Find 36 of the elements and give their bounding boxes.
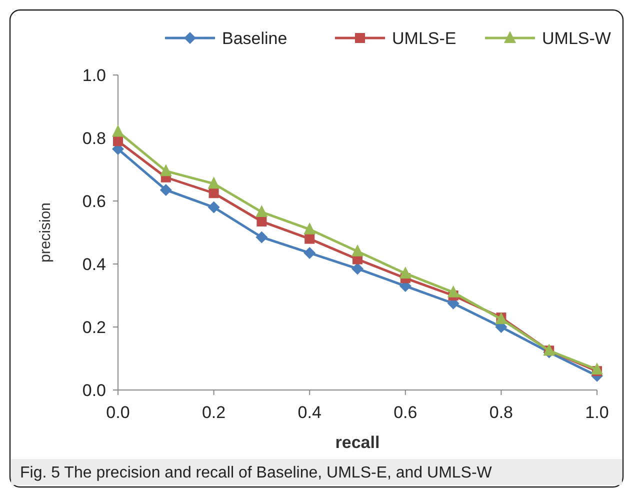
x-tick-label: 0.8 xyxy=(489,403,514,422)
point xyxy=(256,205,268,218)
point xyxy=(208,176,220,189)
point xyxy=(160,184,172,196)
x-tick-label: 0.0 xyxy=(106,403,130,422)
point xyxy=(304,246,316,259)
point xyxy=(447,285,460,298)
y-tick-label: 0.8 xyxy=(82,128,106,148)
point xyxy=(591,362,603,375)
point xyxy=(208,201,220,214)
x-tick-label: 1.0 xyxy=(585,403,609,422)
legend-label: Baseline xyxy=(222,28,288,48)
point xyxy=(208,188,219,198)
point xyxy=(113,136,123,146)
y-tick-label: 0.0 xyxy=(82,380,106,400)
y-axis-title: precision xyxy=(37,202,54,263)
legend-label: UMLS-E xyxy=(392,28,456,48)
x-tick-label: 0.6 xyxy=(394,403,418,422)
point xyxy=(256,216,267,226)
legend-label: UMLS-W xyxy=(542,28,611,48)
point xyxy=(304,222,316,234)
point xyxy=(112,124,124,137)
caption: Fig. 5 The precision and recall of Baseline, UMLS-E, and UMLS-W xyxy=(20,464,493,482)
x-tick-label: 0.4 xyxy=(298,403,322,422)
y-tick-label: 1.0 xyxy=(82,66,106,85)
y-tick-label: 0.2 xyxy=(82,318,106,337)
point xyxy=(304,234,315,244)
point xyxy=(160,164,172,176)
x-axis-title: recall xyxy=(335,433,380,452)
y-tick-label: 0.6 xyxy=(82,192,106,211)
point xyxy=(352,244,364,256)
point xyxy=(256,231,268,244)
point xyxy=(399,266,412,278)
y-tick-label: 0.4 xyxy=(82,254,106,274)
point xyxy=(352,262,364,275)
x-tick-label: 0.2 xyxy=(202,403,226,422)
